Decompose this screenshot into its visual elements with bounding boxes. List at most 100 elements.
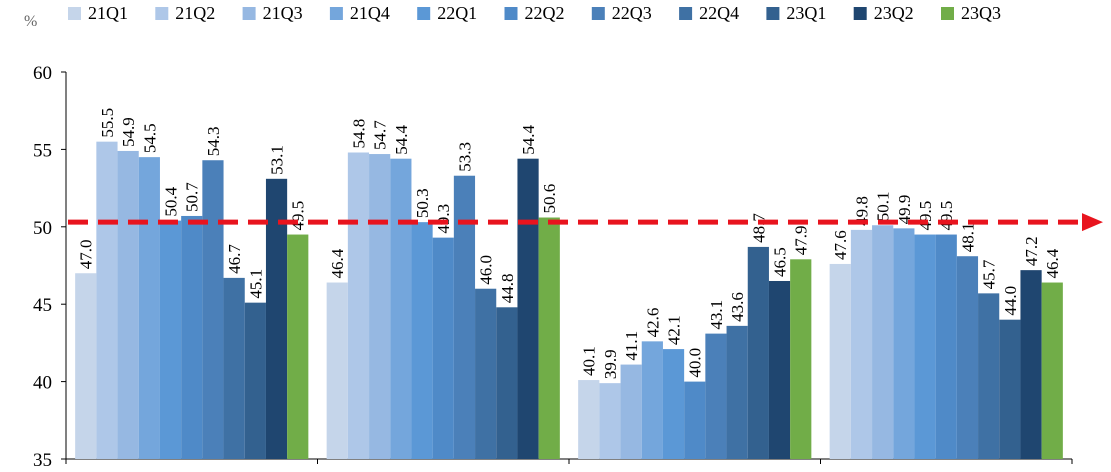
data-labels: 47.0 55.5 54.9 54.5 50.4 50.7 54.3 46.745.1 53.1…: [77, 108, 1063, 379]
data-label: 39.9: [601, 349, 620, 379]
data-label: 46.5: [771, 247, 790, 277]
legend-label-23q1: 23Q1: [786, 3, 826, 23]
bar-21q2-group-3: [599, 383, 621, 459]
bar-23q2-group-2: [517, 158, 539, 460]
bar-22q4-group-1: [223, 277, 245, 459]
data-label: 46.4: [1043, 248, 1062, 278]
legend-swatch-22q2: [504, 7, 518, 20]
bar-23q2-group-3: [768, 280, 791, 459]
y-tick-label: 40: [33, 373, 52, 394]
bar-22q1-group-1: [159, 220, 182, 459]
legend: % 21Q1 21Q2 21Q3 21Q4 22Q1 22Q2 22Q3 22Q4 23Q1 23…: [24, 3, 1001, 30]
data-label: 49.3: [434, 204, 453, 234]
legend-label-23q3: 23Q3: [961, 3, 1001, 23]
data-label: 47.2: [1022, 236, 1041, 266]
bar-21q1-group-4: [829, 263, 851, 459]
bar-22q3-group-1: [202, 160, 224, 459]
bar-21q1-group-1: [75, 273, 97, 459]
data-label: 49.9: [895, 195, 914, 225]
data-label: 43.6: [728, 292, 747, 322]
legend-swatch-22q1: [417, 7, 431, 20]
bar-22q1-group-2: [411, 222, 433, 459]
bar-22q1-group-4: [914, 234, 936, 459]
data-label: 48.7: [749, 213, 768, 243]
bar-23q1-group-1: [244, 302, 266, 459]
data-label: 43.1: [707, 300, 726, 330]
reference-line-arrowhead: [1082, 213, 1103, 232]
data-label: 50.1: [874, 192, 893, 222]
bar-23q3-group-2: [538, 217, 560, 459]
reference-line-group: [68, 213, 1103, 232]
bar-23q1-group-2: [496, 307, 518, 459]
bar-23q2-group-1: [265, 178, 288, 459]
legend-swatch-21q2: [155, 7, 169, 20]
data-label: 50.6: [540, 184, 559, 214]
data-label: 49.5: [916, 201, 935, 231]
bar-22q4-group-3: [726, 325, 748, 459]
data-label: 54.3: [204, 126, 223, 156]
legend-label-23q2: 23Q2: [874, 3, 914, 23]
data-label: 50.4: [162, 186, 181, 216]
data-label: 40.1: [580, 346, 599, 376]
data-label: 54.9: [119, 117, 138, 147]
data-label: 50.7: [183, 182, 202, 212]
bar-21q4-group-2: [390, 158, 412, 460]
data-label: 44.0: [1001, 286, 1020, 316]
data-label: 54.8: [349, 119, 368, 149]
data-label: 53.3: [455, 142, 474, 172]
data-label: 46.0: [477, 255, 496, 285]
legend-swatch-23q3: [941, 7, 954, 20]
data-label: 49.8: [852, 196, 871, 226]
y-tick-label: 55: [33, 140, 52, 161]
legend-label-21q1: 21Q1: [88, 3, 128, 23]
data-label: 42.6: [643, 308, 662, 338]
bar-22q1-group-3: [662, 349, 685, 459]
data-label: 46.7: [225, 244, 244, 274]
bar-23q2-group-4: [1020, 270, 1042, 459]
unit-label: %: [24, 13, 37, 30]
bar-22q3-group-3: [705, 333, 727, 459]
bar-23q3-group-4: [1041, 282, 1063, 459]
bar-21q3-group-4: [872, 225, 894, 459]
bar-21q4-group-3: [641, 341, 663, 459]
y-tick-label: 35: [33, 450, 52, 471]
y-tick-label: 50: [33, 218, 52, 239]
bar-21q4-group-4: [893, 228, 915, 459]
data-label: 49.5: [289, 201, 308, 231]
bar-22q2-group-3: [684, 381, 706, 459]
bar-23q1-group-3: [747, 246, 769, 459]
bar-22q3-group-4: [956, 256, 979, 459]
bar-22q2-group-4: [935, 234, 957, 459]
bar-23q3-group-3: [790, 259, 812, 459]
legend-swatch-22q3: [591, 7, 605, 20]
legend-swatch-23q2: [853, 7, 867, 20]
data-label: 47.6: [831, 230, 850, 260]
legend-label-22q4: 22Q4: [699, 3, 739, 23]
data-label: 46.4: [328, 248, 347, 278]
bar-22q3-group-2: [453, 175, 476, 459]
bar-22q2-group-2: [432, 237, 454, 459]
bar-21q1-group-2: [326, 282, 348, 459]
bar-21q2-group-2: [347, 152, 370, 459]
legend-swatch-21q3: [242, 7, 256, 20]
data-label: 40.0: [686, 348, 705, 378]
bar-21q3-group-2: [369, 154, 391, 459]
data-label: 47.9: [792, 226, 811, 256]
legend-swatch-22q4: [679, 7, 693, 20]
data-label: 54.7: [371, 120, 390, 150]
legend-label-22q3: 22Q3: [612, 3, 652, 23]
y-tick-label: 60: [33, 63, 52, 84]
legend-swatch-21q4: [329, 7, 343, 20]
bar-21q1-group-3: [578, 380, 600, 459]
legend-label-22q1: 22Q1: [437, 3, 477, 23]
legend-label-21q2: 21Q2: [175, 3, 215, 23]
data-label: 54.4: [519, 124, 538, 154]
legend-swatch-23q1: [766, 7, 780, 20]
data-label: 53.1: [268, 145, 287, 175]
y-tick-label: 45: [33, 295, 52, 316]
bar-23q1-group-4: [999, 319, 1021, 459]
legend-label-21q4: 21Q4: [350, 3, 390, 23]
data-label: 48.1: [958, 222, 977, 252]
bar-22q4-group-4: [978, 293, 1000, 459]
